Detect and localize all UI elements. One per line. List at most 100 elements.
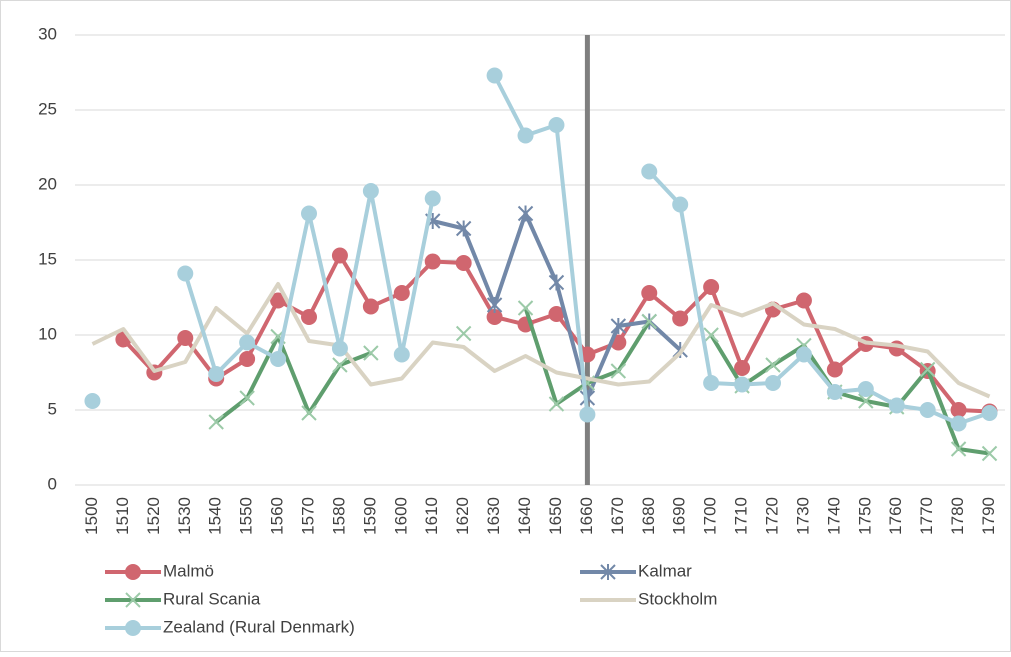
x-tick-label: 1770 xyxy=(917,497,936,535)
data-point xyxy=(363,345,379,361)
x-tick-label: 1760 xyxy=(886,497,905,535)
x-tick-label: 1780 xyxy=(948,497,967,535)
data-point xyxy=(486,297,503,313)
data-point xyxy=(703,327,719,343)
legend-label: Stockholm xyxy=(638,589,717,608)
data-point xyxy=(455,255,472,271)
data-point xyxy=(765,357,781,373)
data-point xyxy=(270,292,287,309)
data-point xyxy=(424,190,441,207)
data-point xyxy=(950,415,967,432)
data-point xyxy=(270,351,287,367)
data-point xyxy=(919,361,936,378)
data-point xyxy=(981,445,998,462)
x-tick-label: 1640 xyxy=(515,497,534,535)
data-point xyxy=(455,220,472,237)
x-tick-label: 1520 xyxy=(144,497,163,535)
data-point xyxy=(610,363,627,379)
x-tick-label: 1630 xyxy=(484,497,503,535)
data-point xyxy=(517,127,534,144)
data-point xyxy=(517,300,534,316)
x-tick-label: 1700 xyxy=(701,497,720,535)
data-point xyxy=(239,351,256,367)
x-tick-label: 1610 xyxy=(422,497,441,535)
x-tick-label: 1710 xyxy=(732,497,751,535)
data-point xyxy=(795,346,812,363)
data-point xyxy=(919,402,936,418)
data-point xyxy=(393,346,410,363)
data-point xyxy=(795,292,812,309)
legend-label: Malmö xyxy=(163,561,214,580)
x-tick-label: 1540 xyxy=(206,497,225,535)
data-point xyxy=(672,196,689,213)
data-point xyxy=(641,163,658,180)
data-point xyxy=(579,406,596,423)
data-point xyxy=(331,340,348,357)
data-point xyxy=(332,357,348,373)
x-tick-label: 1740 xyxy=(824,497,843,535)
data-point xyxy=(672,310,689,327)
data-point xyxy=(888,397,905,414)
data-point xyxy=(125,564,141,580)
x-tick-label: 1670 xyxy=(608,497,627,535)
data-point xyxy=(703,279,720,295)
y-tick-label: 20 xyxy=(38,174,57,193)
data-point xyxy=(548,396,565,412)
data-point xyxy=(125,592,141,608)
y-tick-label: 10 xyxy=(38,324,57,343)
data-point xyxy=(548,274,565,291)
series-line xyxy=(91,282,991,399)
data-point xyxy=(362,298,379,315)
y-tick-label: 0 xyxy=(48,474,57,493)
data-point xyxy=(734,360,751,376)
data-point xyxy=(734,376,751,393)
legend-label: Kalmar xyxy=(638,561,692,580)
data-point xyxy=(208,366,225,382)
x-tick-label: 1720 xyxy=(762,497,781,535)
data-point xyxy=(125,620,141,636)
data-point xyxy=(177,330,194,346)
data-point xyxy=(641,285,658,301)
data-point xyxy=(857,381,874,397)
data-point xyxy=(84,393,101,409)
x-tick-label: 1570 xyxy=(298,497,317,535)
data-point xyxy=(331,247,348,264)
x-tick-label: 1510 xyxy=(113,497,132,535)
y-tick-label: 30 xyxy=(38,24,57,43)
x-tick-label: 1600 xyxy=(391,497,410,535)
y-tick-label: 5 xyxy=(48,399,57,418)
data-point xyxy=(455,325,472,342)
data-point xyxy=(486,67,503,84)
x-tick-label: 1750 xyxy=(855,497,874,535)
legend-label: Zealand (Rural Denmark) xyxy=(163,617,355,636)
x-tick-label: 1690 xyxy=(670,497,689,535)
data-point xyxy=(981,405,998,421)
x-tick-label: 1680 xyxy=(639,497,658,535)
x-tick-label: 1620 xyxy=(453,497,472,535)
x-tick-label: 1730 xyxy=(793,497,812,535)
legend-label: Rural Scania xyxy=(163,589,261,608)
data-point xyxy=(239,334,256,351)
data-point xyxy=(517,205,534,222)
data-point xyxy=(548,117,565,133)
data-point xyxy=(301,309,317,325)
data-point xyxy=(301,205,317,222)
x-tick-label: 1590 xyxy=(360,497,379,535)
data-point xyxy=(486,309,503,325)
x-tick-label: 1550 xyxy=(237,497,256,535)
x-tick-label: 1660 xyxy=(577,497,596,535)
data-point xyxy=(177,265,194,282)
data-point xyxy=(600,564,616,580)
data-point xyxy=(424,253,441,270)
data-point xyxy=(208,414,224,430)
data-point xyxy=(548,306,565,322)
data-point xyxy=(950,441,967,457)
data-point xyxy=(950,402,967,418)
x-tick-label: 1580 xyxy=(329,497,348,535)
x-tick-label: 1500 xyxy=(82,497,101,535)
y-tick-label: 25 xyxy=(38,99,57,118)
data-point xyxy=(826,384,843,400)
data-point xyxy=(610,318,627,334)
